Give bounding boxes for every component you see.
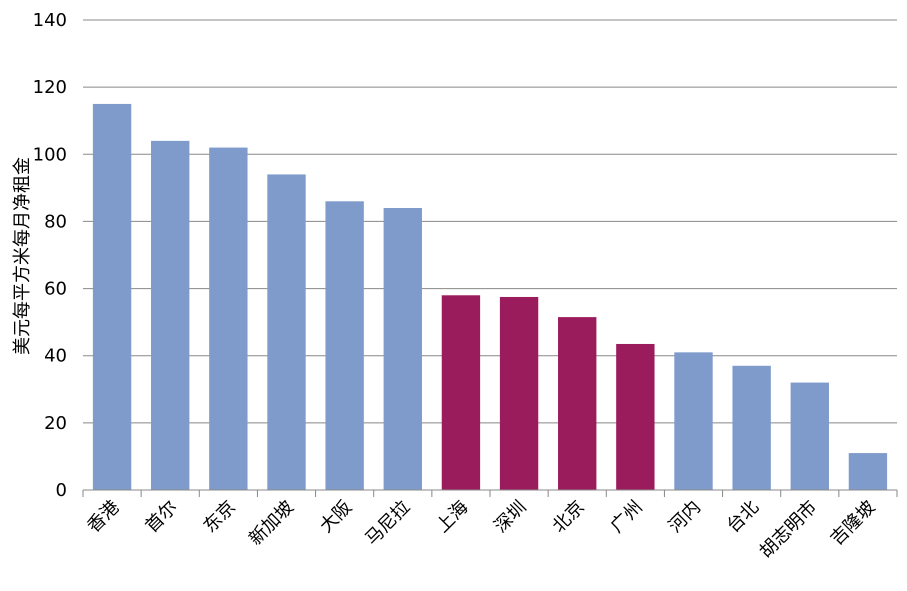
x-category-label: 上海 [432, 497, 472, 537]
bar [383, 208, 422, 490]
bar [616, 343, 655, 490]
bar [732, 365, 771, 490]
x-category-label: 东京 [200, 497, 240, 537]
x-category-label: 首尔 [141, 497, 181, 537]
x-category-label: 新加坡 [245, 497, 298, 550]
y-tick-label: 80 [44, 211, 67, 232]
y-tick-label: 40 [44, 346, 67, 367]
x-category-label: 广州 [607, 497, 647, 537]
bar [558, 317, 597, 490]
x-category-label: 胡志明市 [756, 497, 822, 563]
x-category-label: 台北 [723, 497, 763, 537]
x-category-label: 深圳 [490, 497, 530, 537]
bar [790, 382, 829, 490]
bar [848, 453, 888, 490]
y-tick-label: 100 [33, 144, 67, 165]
y-tick-label: 120 [33, 77, 67, 98]
x-category-label: 北京 [548, 497, 588, 537]
x-category-label: 吉隆坡 [826, 497, 879, 550]
gridlines [83, 19, 897, 424]
bar [267, 174, 306, 490]
y-tick-label: 20 [44, 413, 67, 434]
x-category-label: 河内 [665, 497, 705, 537]
x-category-label: 大阪 [316, 497, 356, 537]
bar [674, 352, 713, 490]
bar [151, 140, 190, 490]
bar [441, 295, 481, 490]
y-axis-tick-labels: 0 20 40 60 80 100 120 140 [33, 10, 67, 501]
y-tick-label: 0 [56, 480, 67, 501]
x-category-label: 香港 [83, 497, 123, 537]
bar [92, 103, 132, 490]
y-tick-label: 140 [33, 10, 67, 31]
y-tick-label: 60 [44, 279, 67, 300]
bar [499, 296, 539, 490]
y-axis-label: 美元每平方米每月净租金 [12, 157, 33, 355]
bar [209, 147, 248, 491]
x-category-label: 马尼拉 [361, 497, 414, 550]
bar [325, 201, 364, 491]
bars [92, 103, 888, 491]
x-axis-ticks [82, 490, 898, 497]
